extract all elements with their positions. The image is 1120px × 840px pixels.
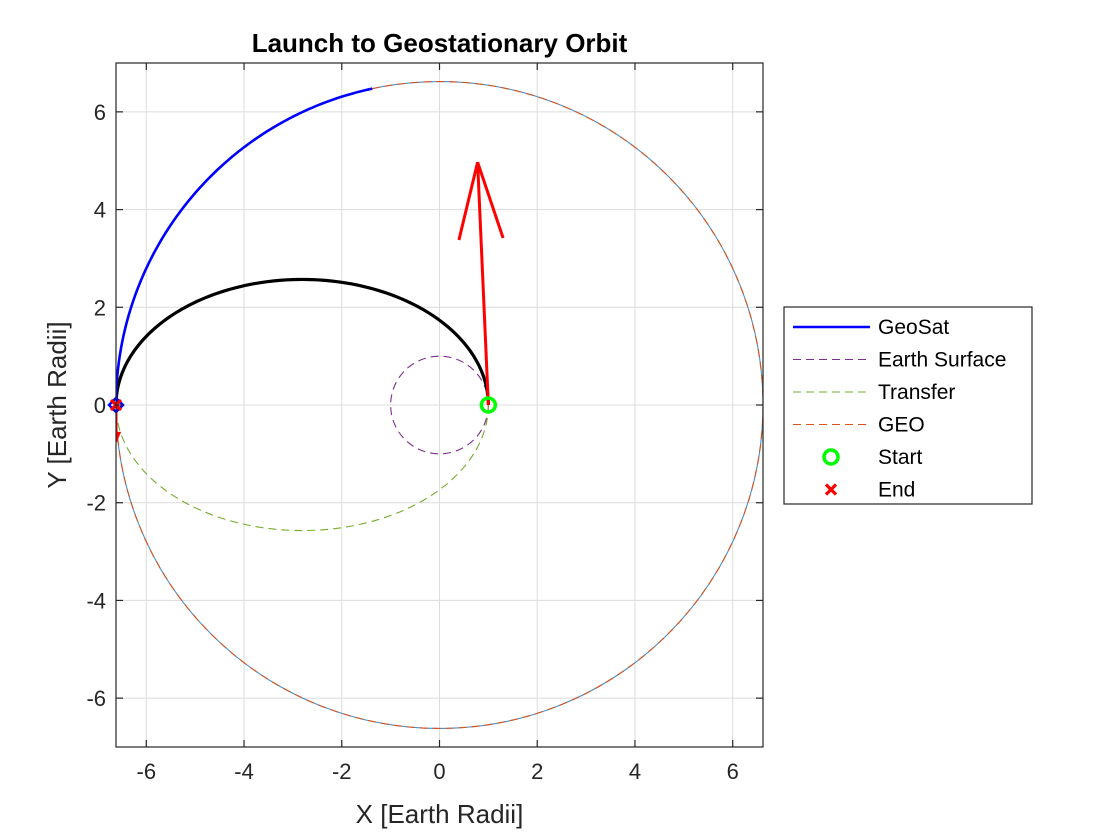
legend-label: Transfer [878,381,955,404]
end-arrow-head [116,431,122,444]
velocity-arrow-head-left [457,161,480,241]
y-tick-label: -6 [86,686,106,711]
legend: GeoSat Earth Surface Transfer GEO Start End [783,306,1033,505]
chart-title: Launch to Geostationary Orbit [252,28,628,58]
transfer-path [116,277,490,406]
geo-orbit [116,81,763,729]
x-tick-label: -2 [332,759,352,784]
y-tick-label: 6 [94,100,106,125]
grid [116,63,763,747]
x-tick-label: 4 [629,759,641,784]
x-tick-label: -4 [234,759,254,784]
legend-entry: GEO [793,414,925,437]
velocity-arrow-head-right [476,161,505,239]
legend-entry: End [824,479,915,502]
legend-label: Start [878,446,923,469]
legend-entry: Start [822,446,923,469]
x-tick-label: 0 [433,759,445,784]
legend-label: GEO [878,414,925,437]
ticks [116,63,763,747]
legend-label: Earth Surface [878,349,1006,372]
legend-swatch [824,483,838,496]
y-tick-label: -2 [86,491,106,516]
geosat-arc [116,87,373,406]
legend-label: GeoSat [878,316,949,339]
velocity-arrow-shaft [476,162,490,406]
legend-swatch [822,448,840,466]
legend-box [783,306,1033,505]
x-tick-label: 6 [727,759,739,784]
legend-entry: GeoSat [793,316,949,339]
legend-entry: Transfer [793,381,955,404]
y-tick-label: 0 [94,393,106,418]
y-tick-label: 4 [94,198,106,223]
legend-entry: Earth Surface [793,349,1006,372]
start-marker [479,396,498,414]
legend-label: End [878,479,915,502]
x-axis-label: X [Earth Radii] [356,799,524,829]
y-axis-label: Y [Earth Radii] [42,321,72,488]
x-tick-label: 2 [531,759,543,784]
plot-area: -6 -4 -2 0 2 4 6 -6 -4 -2 0 2 4 6 [86,62,764,784]
x-tick-label: -6 [137,759,157,784]
y-tick-label: 2 [94,295,106,320]
y-tick-label: -4 [86,588,106,613]
data-layer [116,81,763,729]
